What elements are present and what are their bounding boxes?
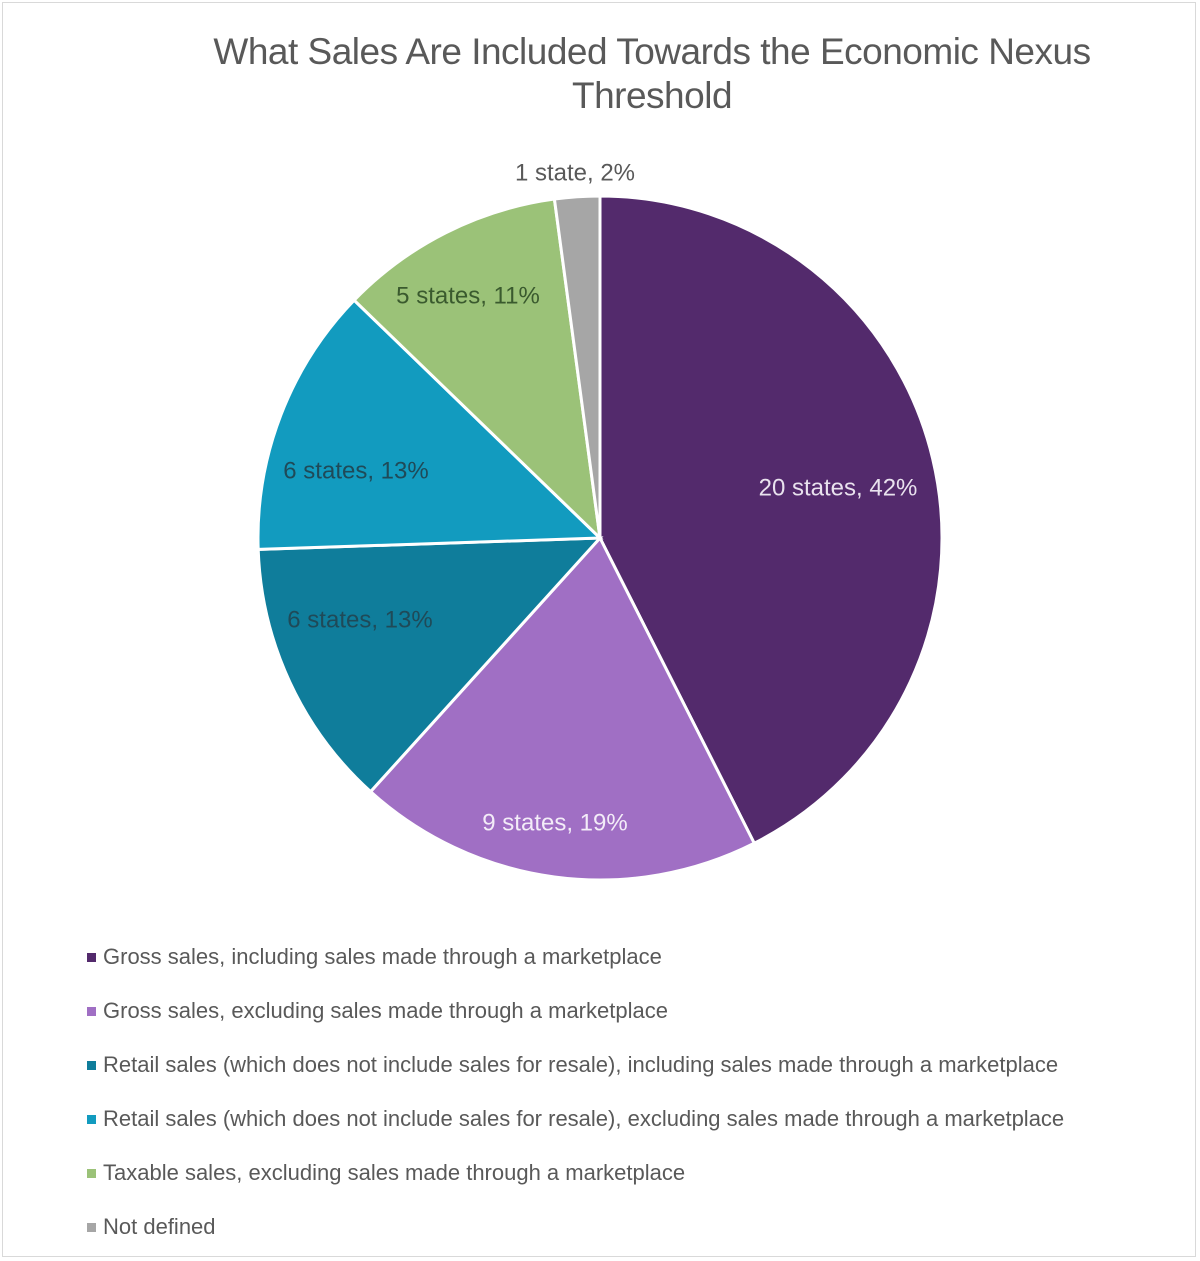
legend-swatch <box>87 1006 96 1016</box>
pie-labels: 20 states, 42% 9 states, 19% 6 states, 13%… <box>283 159 917 836</box>
legend-label: Gross sales, excluding sales made throug… <box>103 998 668 1023</box>
chart-title: What Sales Are Included Towards the Econ… <box>150 30 1154 118</box>
legend-label: Retail sales (which does not include sal… <box>103 1106 1065 1131</box>
legend-swatch <box>87 1222 96 1232</box>
legend-swatch <box>87 952 96 962</box>
slice-data-label: 5 states, 11% <box>396 282 540 309</box>
pie-slice <box>552 194 602 539</box>
pie-chart: 20 states, 42% 9 states, 19% 6 states, 13%… <box>256 159 944 882</box>
legend-item: Retail sales (which does not include sal… <box>87 1092 1064 1146</box>
slice-data-label: 6 states, 13% <box>287 606 432 633</box>
pie-slice <box>598 194 944 846</box>
legend-swatch <box>87 1114 96 1124</box>
legend-item: Retail sales (which does not include sal… <box>87 1038 1064 1092</box>
pie-slice <box>256 536 604 794</box>
chart-title-line-1: What Sales Are Included Towards the Econ… <box>213 31 1091 72</box>
legend-item: Gross sales, excluding sales made throug… <box>87 984 1064 1038</box>
legend-item: Gross sales, including sales made throug… <box>87 930 1064 984</box>
slice-data-label: 6 states, 13% <box>283 457 428 484</box>
pie-slice <box>352 197 603 543</box>
chart-title-line-2: Threshold <box>571 75 733 116</box>
legend-swatch <box>87 1060 96 1070</box>
pie-slices <box>256 194 944 882</box>
legend-label: Gross sales, including sales made throug… <box>103 944 662 969</box>
slice-data-label: 20 states, 42% <box>759 474 918 501</box>
legend-label: Retail sales (which does not include sal… <box>103 1052 1059 1077</box>
legend-item: Not defined <box>87 1200 1064 1254</box>
slice-data-label: 9 states, 19% <box>482 809 627 836</box>
legend-label: Not defined <box>103 1214 216 1239</box>
legend-label: Taxable sales, excluding sales made thro… <box>103 1160 686 1185</box>
chart-legend: Gross sales, including sales made throug… <box>87 930 1064 1254</box>
slice-data-label: 1 state, 2% <box>515 159 635 186</box>
legend-swatch <box>87 1168 96 1178</box>
pie-slice <box>368 535 757 882</box>
legend-item: Taxable sales, excluding sales made thro… <box>87 1146 1064 1200</box>
pie-slice <box>256 298 604 551</box>
